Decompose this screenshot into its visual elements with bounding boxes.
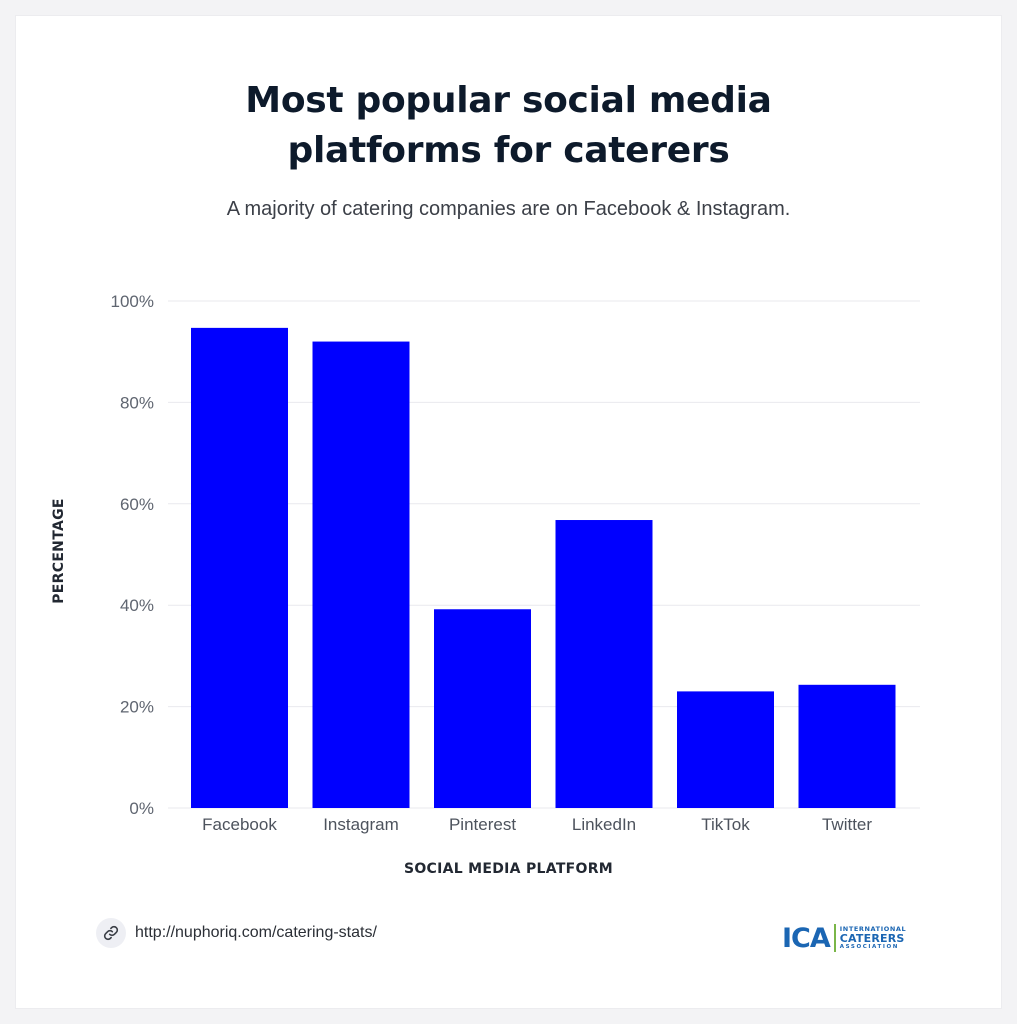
x-tick-label: Pinterest (449, 815, 516, 834)
logo-line1: INTERNATIONAL (839, 924, 907, 933)
source-url[interactable]: http://nuphoriq.com/catering-stats/ (135, 924, 377, 941)
y-tick-label: 40% (120, 596, 154, 615)
y-tick-label: 80% (120, 393, 154, 412)
logo-line2: CATERERS (839, 932, 905, 945)
chart-title-line2: platforms for caterers (287, 130, 730, 171)
y-tick-label: 60% (120, 495, 154, 514)
chart-subtitle: A majority of catering companies are on … (226, 198, 791, 220)
bar-tiktok (677, 691, 774, 808)
x-axis-label: SOCIAL MEDIA PLATFORM (403, 861, 614, 877)
chart-card (16, 16, 1001, 1008)
source-link[interactable]: http://nuphoriq.com/catering-stats/ (96, 917, 377, 949)
bar-twitter (798, 684, 896, 808)
bar-facebook (191, 327, 288, 808)
x-tick-label: TikTok (701, 815, 750, 834)
bar-linkedin (555, 520, 653, 808)
y-tick-label: 0% (129, 799, 154, 818)
chart-title-line1: Most popular social media (245, 80, 772, 121)
x-tick-label: Twitter (822, 815, 872, 834)
x-tick-label: Instagram (323, 815, 399, 834)
x-tick-label: LinkedIn (572, 815, 636, 834)
x-tick-label: Facebook (202, 815, 277, 834)
y-axis-label: PERCENTAGE (51, 498, 67, 604)
logo-mark: ICA (782, 922, 831, 954)
link-icon (96, 918, 126, 948)
logo-wordmark: INTERNATIONAL CATERERS ASSOCIATION (839, 924, 907, 951)
chart-title: Most popular social media platforms for … (0, 76, 1017, 176)
y-tick-label: 20% (120, 698, 154, 717)
bar-instagram (312, 341, 410, 808)
logo-line3: ASSOCIATION (839, 944, 899, 950)
ica-logo: ICA INTERNATIONAL CATERERS ASSOCIATION (782, 921, 906, 955)
y-tick-label: 100% (111, 292, 154, 311)
logo-divider (833, 924, 836, 952)
bar-pinterest (434, 609, 531, 808)
